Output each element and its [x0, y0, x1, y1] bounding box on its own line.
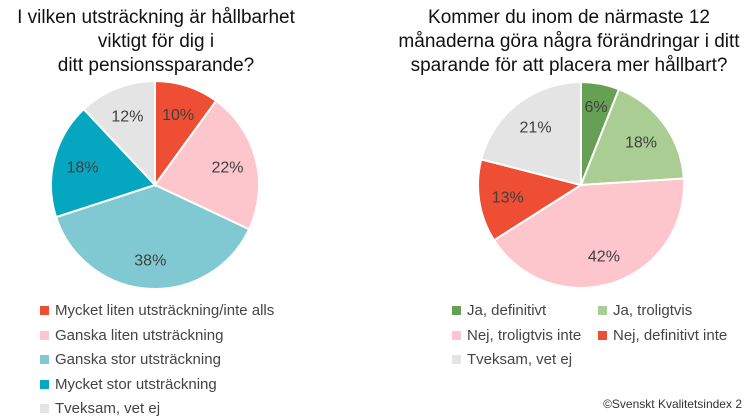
copyright-text: ©Svenskt Kvalitetsindex 2	[603, 397, 742, 411]
pie-right-slice-4	[480, 80, 582, 187]
pie-right-data-label-3: 13%	[492, 190, 524, 207]
legend-right-swatch-1	[598, 306, 607, 315]
pie-right-data-label-2: 42%	[588, 249, 620, 266]
pie-left-slice-2	[54, 183, 251, 290]
legend-right-label-2: Nej, troligtvis inte	[467, 326, 582, 344]
legend-left-swatch-4	[40, 404, 49, 413]
legend-right-item-0: Ja, definitivt	[452, 302, 546, 319]
legend-left-item-0: Mycket liten utsträckning/inte alls	[40, 302, 274, 319]
pie-left-slice-4	[82, 79, 156, 188]
pie-right-data-label-1: 18%	[625, 134, 657, 151]
legend-left-item-3: Mycket stor utsträckning	[40, 376, 217, 393]
pie-left-data-label-2: 38%	[134, 253, 166, 270]
pie-left-slice-3	[50, 107, 157, 219]
legend-left-swatch-1	[40, 330, 49, 340]
legend-right-label-3: Nej, definitivt inte	[613, 326, 728, 344]
legend-right-label-1: Ja, troligtvis	[613, 302, 693, 319]
pie-right-data-label-0: 6%	[584, 99, 607, 116]
legend-left-label-1: Ganska liten utsträckning	[55, 326, 224, 344]
legend-right-swatch-0	[452, 306, 461, 315]
legend-right-item-4: Tveksam, vet ej	[452, 351, 572, 368]
legend-left-swatch-2	[40, 355, 49, 364]
legend-right-swatch-4	[452, 355, 461, 364]
legend-right-item-2: Nej, troligtvis inte	[452, 327, 581, 344]
legend-right-label-0: Ja, definitivt	[467, 302, 547, 319]
pie-right-slice-2	[492, 177, 685, 289]
legend-left-swatch-3	[40, 379, 49, 389]
chart-title-left: I vilken utsträckning är hållbarhet vikt…	[17, 7, 295, 76]
legend-left-item-1: Ganska liten utsträckning	[40, 327, 223, 344]
legend-left-label-2: Ganska stor utsträckning	[55, 351, 221, 368]
legend-right-label-4: Tveksam, vet ej	[467, 351, 573, 368]
legend-left-label-3: Mycket stor utsträckning	[55, 375, 217, 393]
legend-right-swatch-3	[598, 330, 607, 340]
pie-left-data-label-0: 10%	[162, 107, 194, 124]
legend-left-item-4: Tveksam, vet ej	[40, 400, 160, 417]
legend-left-swatch-0	[40, 306, 49, 315]
chart-title-right: Kommer du inom de närmaste 12 månaderna …	[398, 7, 740, 76]
legend-left-label-4: Tveksam, vet ej	[55, 400, 161, 417]
pie-right-slice-3	[477, 158, 584, 242]
legend-right-swatch-2	[452, 330, 461, 340]
pie-right-data-label-4: 21%	[520, 119, 552, 136]
pie-right-slice-1	[579, 87, 685, 187]
pie-left-data-label-1: 22%	[212, 159, 244, 176]
legend-right-item-3: Nej, definitivt inte	[598, 327, 727, 344]
legend-left-label-0: Mycket liten utsträckning/inte alls	[55, 302, 275, 319]
legend-left-item-2: Ganska stor utsträckning	[40, 351, 221, 368]
pie-left-data-label-4: 12%	[111, 108, 143, 125]
pie-left-data-label-3: 18%	[66, 159, 98, 176]
legend-right-item-1: Ja, troligtvis	[598, 302, 692, 319]
